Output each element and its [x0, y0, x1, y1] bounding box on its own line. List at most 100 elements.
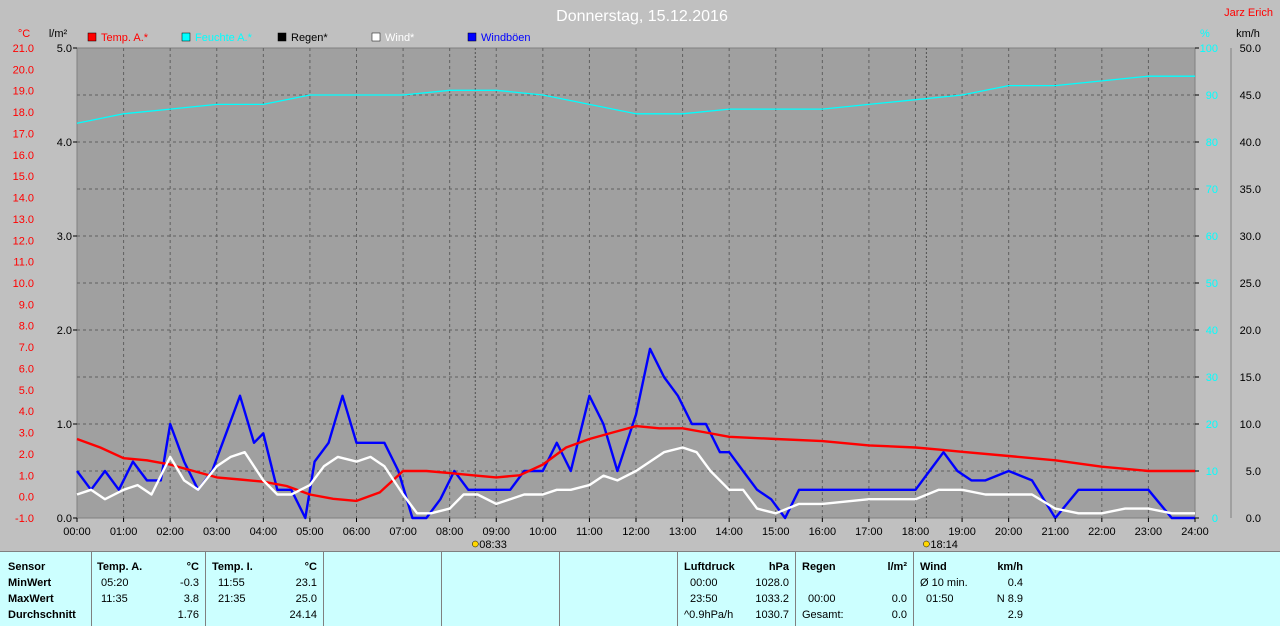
temp-a-title: Temp. A. — [97, 561, 143, 573]
sensor-title: Sensor — [8, 561, 46, 573]
x-tick-label: 24:00 — [1181, 526, 1209, 538]
temp-tick-label: 10.0 — [13, 278, 34, 290]
pressure-trend: ^0.9hPa/h — [684, 609, 734, 621]
temp-tick-label: 8.0 — [19, 321, 34, 333]
temp-tick-label: 17.0 — [13, 128, 34, 140]
temp-tick-label: 14.0 — [13, 193, 34, 205]
x-tick-label: 10:00 — [529, 526, 557, 538]
pressure-max-time: 23:50 — [690, 593, 718, 605]
temp-a-max-time: 11:35 — [101, 593, 128, 605]
wind-tick-label: 15.0 — [1240, 372, 1261, 384]
temp-tick-label: 4.0 — [19, 406, 34, 418]
humidity-tick-label: 30 — [1206, 372, 1218, 384]
temp-a-min-time: 05:20 — [101, 577, 129, 589]
row-label-avg: Durchschnitt — [8, 609, 76, 621]
x-tick-label: 09:00 — [482, 526, 510, 538]
humidity-tick-label: 100 — [1200, 43, 1218, 55]
row-label-max: MaxWert — [8, 593, 54, 605]
sunset-label: 18:14 — [930, 539, 958, 551]
wind-tick-label: 10.0 — [1240, 419, 1261, 431]
legend-label: Windböen — [481, 32, 531, 44]
x-tick-label: 07:00 — [389, 526, 417, 538]
x-tick-label: 01:00 — [110, 526, 138, 538]
temp-a-section: Temp. A. °C 05:20 -0.3 11:35 3.8 1.76 — [92, 552, 206, 626]
legend-label: Feuchte A.* — [195, 32, 253, 44]
legend-label: Temp. A.* — [101, 32, 149, 44]
wind-tick-label: 0.0 — [1246, 513, 1261, 525]
x-tick-label: 22:00 — [1088, 526, 1116, 538]
pressure-unit: hPa — [768, 561, 789, 573]
series-temp-a — [76, 424, 1195, 503]
weather-chart: 08:33 18:14 00:00 01:00 02:00 03:00 04:00 05:0… — [13, 7, 1273, 551]
rain-total-label: Gesamt: — [802, 609, 844, 621]
temp-i-min-time: 11:55 — [218, 577, 245, 589]
humidity-unit-label: % — [1200, 28, 1210, 40]
chart-title: Donnerstag, 15.12.2016 — [556, 8, 728, 25]
rain-tick-label: 3.0 — [57, 231, 72, 243]
temp-a-min-value: -0.3 — [180, 577, 199, 589]
temp-tick-label: 18.0 — [13, 107, 34, 119]
pressure-title: Luftdruck — [684, 561, 735, 573]
pressure-min-time: 00:00 — [690, 577, 718, 589]
x-tick-label: 05:00 — [296, 526, 324, 538]
temp-tick-label: 0.0 — [19, 492, 34, 504]
temp-unit-label: °C — [18, 28, 30, 40]
rain-unit-label: l/m² — [49, 28, 68, 40]
legend-label: Regen* — [291, 32, 328, 44]
rain-tick-label: 4.0 — [57, 137, 72, 149]
temp-tick-label: 2.0 — [19, 449, 34, 461]
temp-i-avg-value: 24.14 — [289, 609, 317, 621]
legend-swatch — [277, 32, 287, 42]
wind-avg-value: 2.9 — [1007, 609, 1023, 621]
wind-avg10-value: 0.4 — [1007, 577, 1023, 589]
wind-max-value: N 8.9 — [996, 593, 1023, 605]
x-tick-label: 00:00 — [63, 526, 91, 538]
temp-tick-label: 6.0 — [19, 363, 34, 375]
temp-tick-label: 7.0 — [19, 342, 34, 354]
temp-i-section: Temp. I. °C 11:55 23.1 21:35 25.0 24.14 — [206, 552, 324, 626]
wind-tick-label: 5.0 — [1246, 466, 1261, 478]
legend-swatch — [181, 32, 191, 42]
empty-section-2 — [442, 552, 560, 626]
wind-tick-label: 20.0 — [1240, 325, 1261, 337]
rain-tick-label: 5.0 — [57, 43, 72, 55]
wind-title: Wind — [920, 561, 947, 573]
empty-section-1 — [324, 552, 442, 626]
wind-tick-label: 45.0 — [1240, 90, 1261, 102]
rain-max-value: 0.0 — [891, 593, 907, 605]
humidity-tick-label: 80 — [1206, 137, 1218, 149]
x-tick-label: 18:00 — [902, 526, 930, 538]
x-tick-label: 03:00 — [203, 526, 231, 538]
pressure-min-value: 1028.0 — [755, 577, 789, 589]
legend-swatch — [87, 32, 97, 42]
temp-tick-label: 15.0 — [13, 171, 34, 183]
temp-i-unit: °C — [304, 561, 317, 573]
series-wind — [76, 446, 1195, 515]
wind-avg10-label: Ø 10 min. — [920, 577, 968, 589]
humidity-tick-label: 50 — [1206, 278, 1218, 290]
x-tick-label: 19:00 — [948, 526, 976, 538]
x-tick-label: 21:00 — [1041, 526, 1069, 538]
temp-i-title: Temp. I. — [212, 561, 253, 573]
wind-unit-label: km/h — [1236, 28, 1260, 40]
legend-swatch — [371, 32, 381, 42]
wind-section: Wind km/h Ø 10 min. 0.4 01:50 N 8.9 2.9 — [914, 552, 1031, 626]
axes: 00:00 01:00 02:00 03:00 04:00 05:00 06:00 07:00… — [13, 43, 1261, 538]
rain-section: Regen l/m² 00:00 0.0 Gesamt: 0.0 — [796, 552, 914, 626]
x-tick-label: 13:00 — [669, 526, 697, 538]
humidity-tick-label: 0 — [1212, 513, 1218, 525]
humidity-tick-label: 40 — [1206, 325, 1218, 337]
temp-tick-label: 21.0 — [13, 43, 34, 55]
x-tick-label: 02:00 — [156, 526, 184, 538]
humidity-tick-label: 70 — [1206, 184, 1218, 196]
rain-tick-label: 1.0 — [57, 419, 72, 431]
temp-tick-label: 12.0 — [13, 235, 34, 247]
temp-a-max-value: 3.8 — [183, 593, 199, 605]
humidity-tick-label: 20 — [1206, 419, 1218, 431]
humidity-tick-label: 90 — [1206, 90, 1218, 102]
humidity-tick-label: 10 — [1206, 466, 1218, 478]
temp-tick-label: 11.0 — [13, 257, 34, 269]
temp-tick-label: 1.0 — [19, 470, 34, 482]
x-tick-label: 23:00 — [1135, 526, 1163, 538]
temp-tick-label: -1.0 — [15, 513, 34, 525]
